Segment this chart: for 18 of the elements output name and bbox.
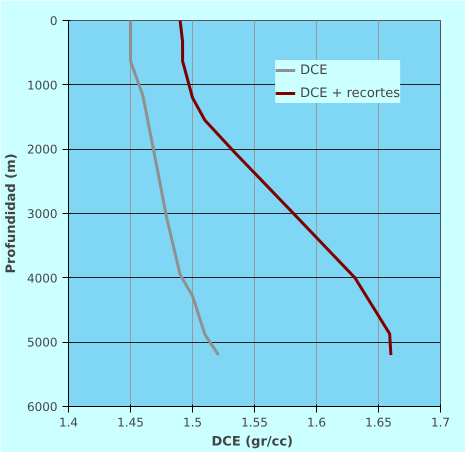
y-tick-label: 4000 [26, 271, 58, 286]
y-tick-label: 1000 [26, 78, 58, 92]
x-tick-label: 1.4 [58, 416, 78, 430]
x-tick-label: 1.6 [306, 416, 326, 430]
y-tick-label: 5000 [26, 336, 58, 350]
y-tick-label: 0 [50, 14, 58, 28]
y-tick-label: 3000 [26, 207, 58, 221]
x-tick-label: 1.55 [241, 416, 268, 430]
x-tick-label: 1.45 [117, 416, 144, 430]
legend-label: DCE [300, 62, 328, 78]
y-tick-label: 6000 [26, 400, 58, 414]
x-tick-label: 1.7 [430, 416, 450, 430]
y-tick-label: 2000 [26, 142, 58, 157]
y-axis-title: Profundidad (m) [4, 153, 19, 274]
legend-label: DCE + recortes [300, 86, 400, 100]
x-tick-label: 1.65 [365, 416, 392, 430]
x-axis-title: DCE (gr/cc) [211, 434, 293, 450]
x-tick-label: 1.5 [182, 416, 202, 430]
